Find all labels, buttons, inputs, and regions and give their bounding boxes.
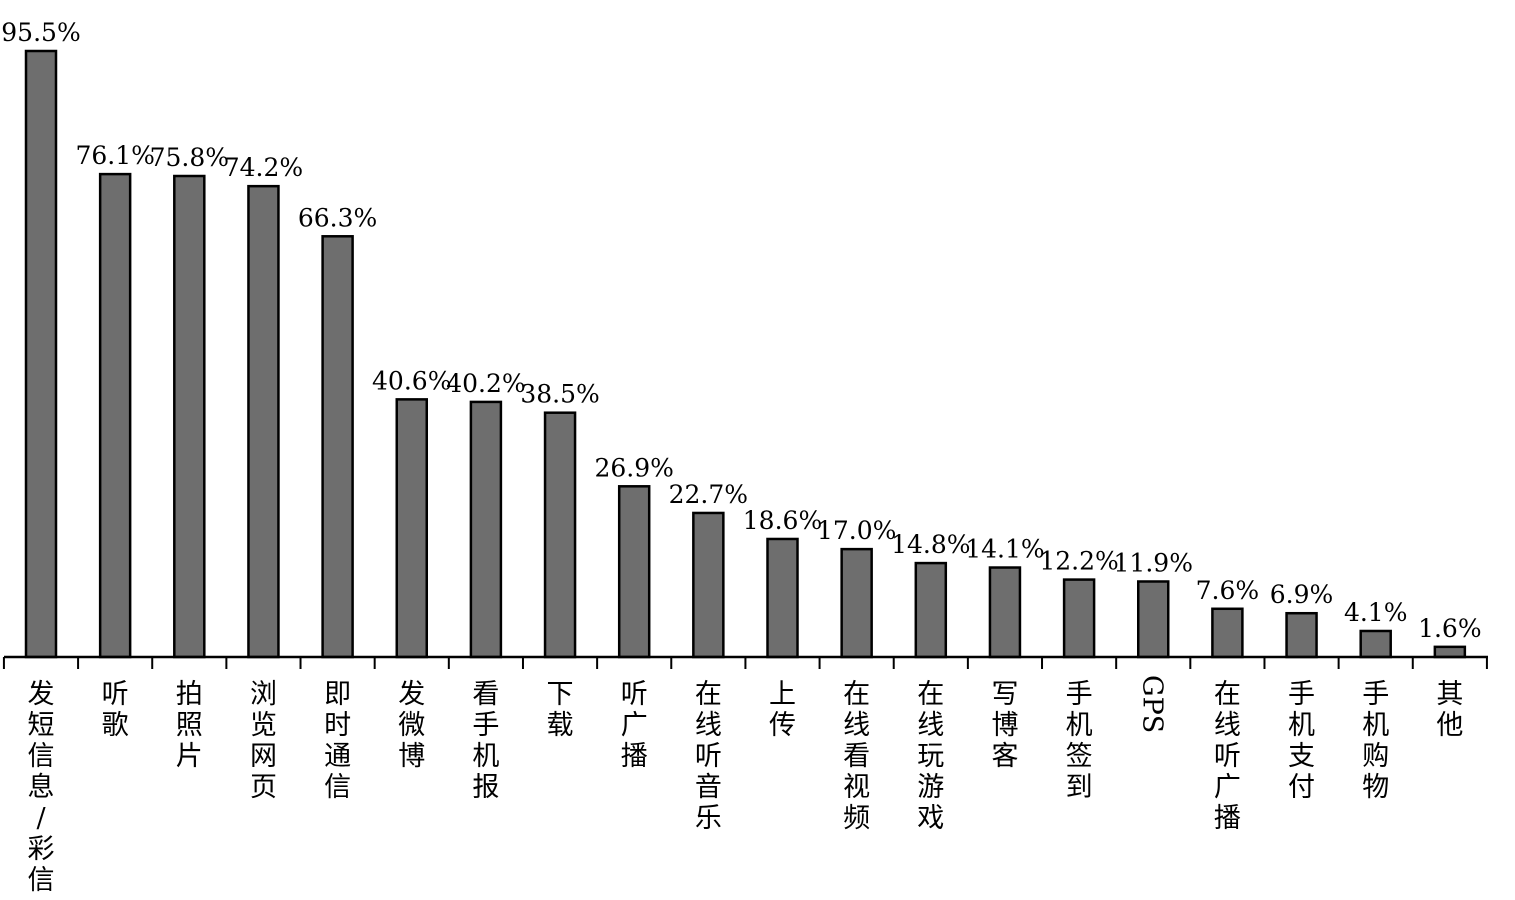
category-label: 发短信息/彩信 bbox=[28, 679, 55, 896]
value-label: 95.5% bbox=[1, 18, 80, 47]
bar bbox=[469, 400, 503, 659]
bar bbox=[692, 511, 725, 659]
bar bbox=[1137, 580, 1170, 659]
category-label: 即时通信 bbox=[324, 679, 351, 803]
bar bbox=[321, 235, 354, 659]
bar bbox=[766, 537, 799, 659]
bar bbox=[1359, 629, 1392, 659]
bars-group bbox=[24, 49, 1467, 659]
value-label: 1.6% bbox=[1418, 614, 1482, 643]
category-label: 写博客 bbox=[991, 679, 1018, 772]
bar bbox=[395, 398, 428, 659]
value-label: 6.9% bbox=[1270, 580, 1334, 609]
category-label: 听广播 bbox=[621, 679, 648, 772]
value-label: 17.0% bbox=[817, 516, 896, 545]
category-label: 在线听音乐 bbox=[695, 679, 722, 834]
value-label: 12.2% bbox=[1039, 547, 1118, 576]
value-labels-group: 95.5% 76.1%75.8%74.2% 66.3% 40.6%40.2%38.5%… bbox=[1, 18, 1481, 643]
bar bbox=[1062, 578, 1096, 659]
category-label: 发微博 bbox=[398, 679, 425, 772]
value-label: 26.9% bbox=[594, 453, 673, 482]
category-label: 浏览网页 bbox=[250, 679, 277, 803]
category-label: 在线听广播 bbox=[1214, 679, 1241, 834]
category-label: GPS bbox=[1136, 675, 1167, 733]
bar bbox=[543, 411, 577, 659]
bar bbox=[840, 547, 873, 659]
bar bbox=[24, 49, 58, 659]
category-label: 拍照片 bbox=[176, 679, 203, 772]
value-label: 38.5% bbox=[520, 380, 599, 409]
bar bbox=[1211, 607, 1244, 659]
value-label: 74.2% bbox=[224, 153, 303, 182]
bar bbox=[247, 184, 280, 659]
category-label: 看手机报 bbox=[472, 679, 499, 803]
value-label: 75.8% bbox=[150, 143, 229, 172]
value-label: 18.6% bbox=[743, 506, 822, 535]
category-label: 上传 bbox=[769, 679, 796, 741]
category-label: 在线玩游戏 bbox=[917, 679, 944, 834]
bar bbox=[98, 172, 132, 659]
category-label: 其他 bbox=[1436, 679, 1463, 741]
category-label: 手机购物 bbox=[1362, 679, 1389, 803]
category-label: 手机支付 bbox=[1288, 679, 1315, 803]
bar bbox=[988, 566, 1022, 659]
bar bbox=[617, 485, 651, 659]
value-label: 22.7% bbox=[669, 480, 748, 509]
value-label: 4.1% bbox=[1344, 598, 1408, 627]
category-labels-group: 发短信息/彩信听歌拍照片浏览网页即时通信发微博看手机报下载听广播在线听音乐上传在… bbox=[28, 675, 1464, 896]
bar bbox=[1433, 645, 1467, 659]
category-label: 下载 bbox=[547, 679, 574, 741]
x-axis bbox=[2, 655, 1488, 669]
value-label: 14.1% bbox=[965, 535, 1044, 564]
value-label: 40.2% bbox=[446, 369, 525, 398]
bar bbox=[1285, 611, 1318, 659]
bar bbox=[914, 561, 948, 659]
category-label: 手机签到 bbox=[1066, 679, 1093, 803]
value-label: 40.6% bbox=[372, 366, 451, 395]
value-label: 7.6% bbox=[1196, 576, 1260, 605]
bar bbox=[173, 174, 206, 659]
value-label: 14.8% bbox=[891, 530, 970, 559]
category-label: 在线看视频 bbox=[843, 679, 870, 834]
value-label: 66.3% bbox=[298, 203, 377, 232]
value-label: 11.9% bbox=[1114, 548, 1193, 577]
value-label: 76.1% bbox=[75, 141, 154, 170]
category-label: 听歌 bbox=[102, 679, 129, 741]
